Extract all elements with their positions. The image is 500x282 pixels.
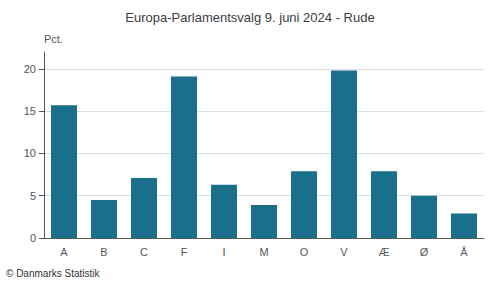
svg-text:V: V	[340, 246, 348, 258]
svg-text:Ø: Ø	[420, 246, 429, 258]
svg-text:20: 20	[24, 63, 36, 75]
svg-text:© Danmarks Statistik: © Danmarks Statistik	[6, 268, 101, 279]
svg-text:F: F	[181, 246, 188, 258]
svg-text:Pct.: Pct.	[44, 33, 63, 45]
svg-text:M: M	[259, 246, 268, 258]
svg-text:A: A	[60, 246, 68, 258]
svg-text:Å: Å	[460, 246, 468, 258]
svg-text:I: I	[222, 246, 225, 258]
svg-text:B: B	[100, 246, 107, 258]
svg-text:O: O	[300, 246, 309, 258]
svg-text:10: 10	[24, 147, 36, 159]
svg-text:Æ: Æ	[379, 246, 390, 258]
svg-text:5: 5	[30, 190, 36, 202]
svg-text:15: 15	[24, 105, 36, 117]
svg-text:0: 0	[30, 232, 36, 244]
svg-text:Europa-Parlamentsvalg 9. juni: Europa-Parlamentsvalg 9. juni 2024 - Rud…	[125, 10, 374, 25]
svg-text:C: C	[140, 246, 148, 258]
